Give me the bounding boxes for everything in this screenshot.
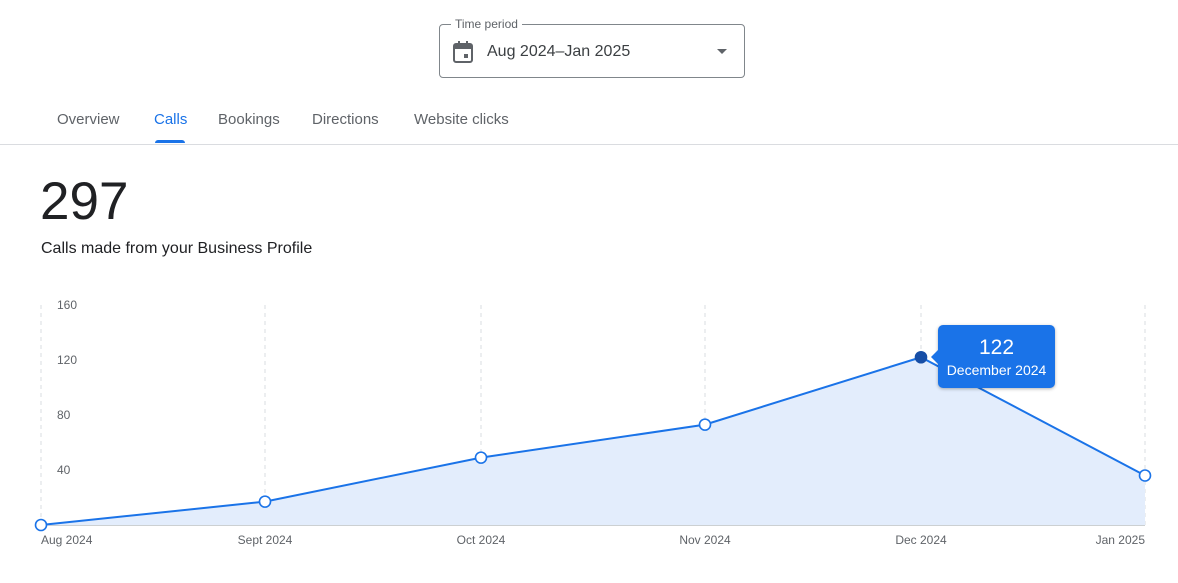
tooltip-pointer <box>931 350 938 364</box>
tooltip-label: December 2024 <box>946 362 1047 378</box>
calendar-icon <box>453 41 473 63</box>
dropdown-caret-icon[interactable] <box>717 49 727 54</box>
tab-website-clicks[interactable]: Website clicks <box>414 111 509 128</box>
y-tick-label-1: 80 <box>57 408 71 422</box>
calls-chart: 40 80 120 160 Aug 2024 Sept 2024 Oct 2024 Nov 2… <box>34 298 1152 547</box>
x-tick-label-3: Nov 2024 <box>679 533 731 547</box>
active-tab-indicator <box>155 140 185 143</box>
y-tick-label-2: 120 <box>57 353 77 367</box>
total-calls-value: 297 <box>40 172 129 231</box>
x-tick-label-4: Dec 2024 <box>895 533 947 547</box>
data-point-4 <box>914 350 928 364</box>
data-point-1 <box>258 495 272 508</box>
x-tick-label-1: Sept 2024 <box>238 533 293 547</box>
y-tick-label-3: 160 <box>57 298 77 312</box>
x-tick-label-5: Jan 2025 <box>1096 533 1146 547</box>
tab-directions[interactable]: Directions <box>312 111 379 128</box>
data-point-2 <box>474 451 488 464</box>
chart-tooltip: 122 December 2024 <box>931 325 1055 388</box>
tab-calls[interactable]: Calls <box>154 111 188 128</box>
tab-overview[interactable]: Overview <box>57 111 120 128</box>
y-tick-label-0: 40 <box>57 463 71 477</box>
time-period-label: Time period <box>451 17 522 31</box>
data-point-3 <box>698 418 712 431</box>
data-point-5 <box>1138 469 1152 482</box>
x-tick-label-2: Oct 2024 <box>457 533 506 547</box>
x-tick-label-0: Aug 2024 <box>41 533 93 547</box>
tooltip-value: 122 <box>978 336 1015 359</box>
tab-bar: Overview Calls Bookings Directions Websi… <box>0 97 1178 145</box>
time-period-select[interactable]: Time period Aug 2024–Jan 2025 <box>439 17 745 78</box>
tab-bookings[interactable]: Bookings <box>218 111 280 128</box>
time-period-value: Aug 2024–Jan 2025 <box>487 43 631 60</box>
total-calls-caption: Calls made from your Business Profile <box>41 240 313 257</box>
data-point-0 <box>34 518 48 532</box>
